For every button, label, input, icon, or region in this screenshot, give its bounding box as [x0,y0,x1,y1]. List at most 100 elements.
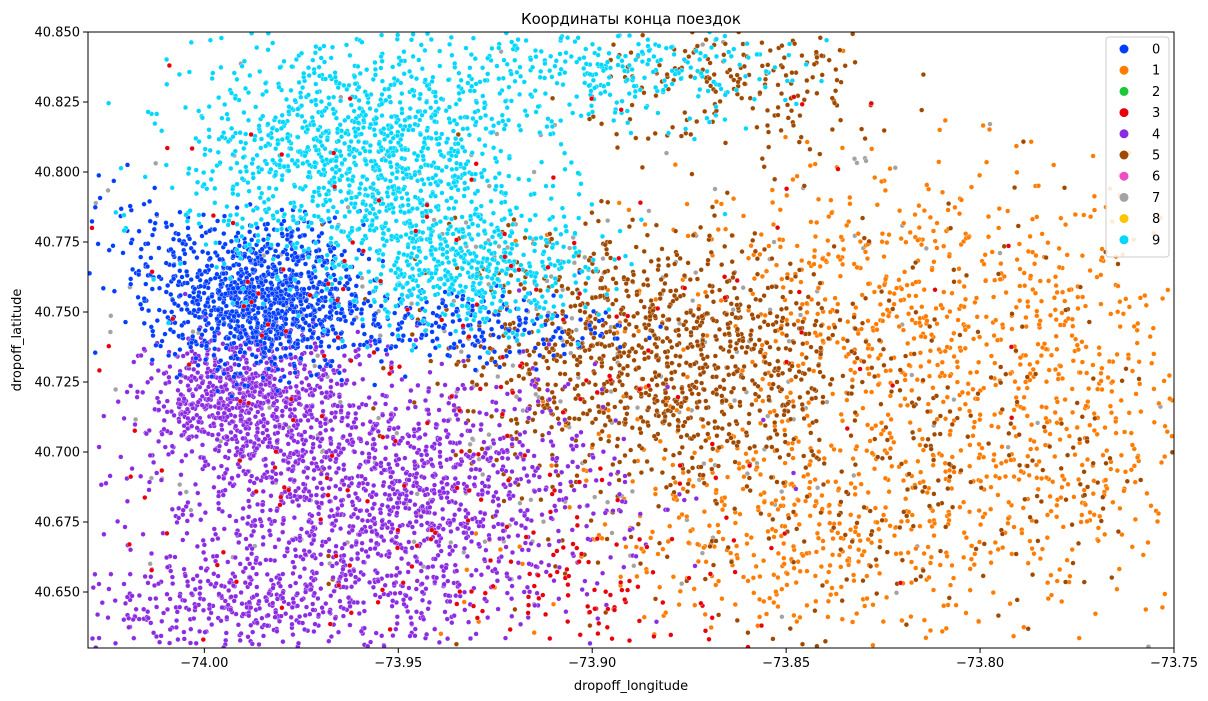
data-point [1024,385,1030,391]
data-point [752,230,758,236]
data-point [919,436,925,442]
data-point [1057,566,1063,573]
data-point [1062,397,1068,403]
data-point [1094,274,1100,280]
data-point [113,386,119,393]
data-point [1100,506,1106,512]
data-point [1091,193,1097,199]
data-point [683,130,689,136]
data-point [918,573,924,579]
data-point [359,450,365,456]
data-point [1054,346,1060,352]
data-point [851,572,857,578]
data-point [311,532,317,538]
data-point [900,327,906,333]
data-point [790,509,797,515]
data-point [698,464,704,470]
data-point [769,187,775,193]
data-point [902,372,908,378]
data-point [809,396,815,402]
data-point [250,453,257,459]
data-point [700,332,706,338]
data-point [947,373,953,379]
data-point [795,497,801,503]
data-point [645,423,651,429]
data-point [546,396,553,402]
data-point [1042,428,1048,434]
data-point [469,436,475,442]
data-point [460,358,467,364]
data-point [1160,295,1166,302]
data-point [821,460,827,467]
data-point [983,278,989,284]
data-point [866,238,872,244]
data-point [524,584,530,590]
data-point [930,462,936,468]
data-point [864,256,871,262]
data-point [262,436,268,442]
data-point [591,335,597,341]
data-point [856,514,862,520]
data-point [582,254,588,260]
data-point [735,79,741,85]
data-point [592,382,598,388]
data-point [164,409,170,415]
data-point [1090,376,1096,382]
data-point [553,462,559,468]
data-point [517,500,523,506]
data-point [519,547,525,553]
data-point [963,272,970,278]
data-point [876,526,882,532]
data-point [589,395,595,401]
data-point [665,363,671,369]
data-point [905,340,911,346]
data-point [818,345,824,351]
data-point [811,271,817,277]
data-point [486,432,492,438]
data-point [784,582,790,588]
data-point [777,244,783,250]
data-point [254,445,260,452]
data-point [766,535,772,542]
data-point [296,502,302,509]
data-point [448,528,454,535]
data-point [996,225,1002,231]
data-point [694,319,700,325]
data-point [304,474,310,481]
data-point [784,394,790,400]
data-point [770,516,776,522]
data-point [185,499,191,506]
data-point [490,462,496,468]
data-point [184,518,190,524]
data-point [844,576,850,583]
points-layer [88,32,1174,648]
data-point [701,387,707,393]
data-point [318,500,325,506]
data-point [1070,323,1076,329]
data-point [216,443,223,449]
data-point [1015,385,1022,392]
data-point [600,322,606,328]
data-point [939,628,945,634]
data-point [211,465,217,471]
data-point [951,575,957,581]
data-point [700,365,706,371]
data-point [820,394,826,400]
data-point [684,489,691,495]
data-point [946,461,952,467]
data-point [1027,361,1033,367]
data-point [855,231,861,237]
data-point [706,233,713,239]
data-point [1095,480,1101,486]
data-point [1032,290,1039,296]
data-point [963,535,969,541]
data-point [616,362,623,368]
data-point [594,580,600,586]
data-point [1132,479,1138,485]
data-point [757,471,764,478]
data-point [555,528,561,534]
data-point [631,313,637,319]
data-point [180,537,186,543]
data-point [1166,372,1172,379]
data-point [477,509,484,515]
